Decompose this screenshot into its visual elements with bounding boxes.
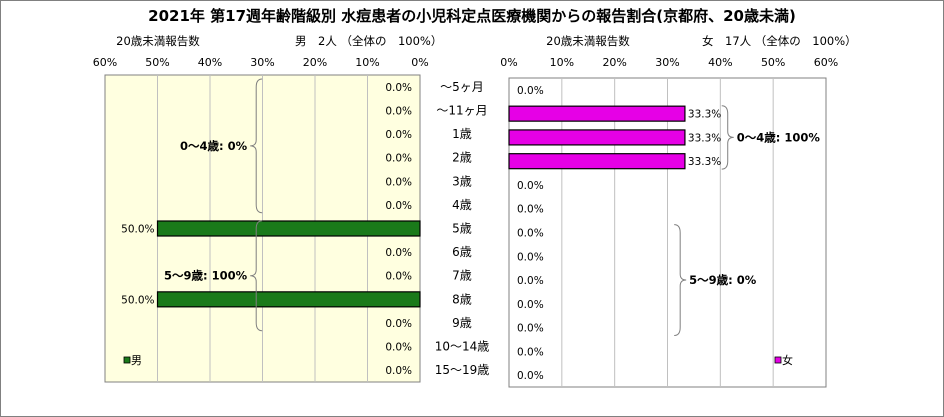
female-bar-label: 0.0% [517,346,544,358]
age-category-label: 9歳 [452,316,472,330]
male-tick-label: 40% [198,56,222,69]
age-category-label: 15～19歳 [435,363,490,377]
male-subtitle-count: 20歳未満報告数 [116,34,200,48]
female-legend-label: 女 [782,353,793,367]
male-bar-label: 0.0% [385,200,412,212]
male-bar [156,220,421,237]
female-bar-label: 0.0% [517,251,544,263]
female-bar [508,105,686,122]
age-category-label: 6歳 [452,245,472,259]
age-category-labels: ～5ヶ月 ～11ヶ月 1歳 2歳 3歳 4歳 5歳 6歳 7歳 8歳 9歳 10～14歳 15～19歳 [435,80,490,377]
female-legend-swatch [774,356,782,364]
female-panel: 0% 10% 20% 30% 40% 50% 60% 0.0% 33.3% 33.3% 33.3% 0… [500,56,838,388]
age-category-label: 8歳 [452,292,472,306]
female-bar-label: 33.3% [688,109,721,121]
male-bar-label: 50.0% [121,224,154,236]
female-bar-label: 0.0% [517,323,544,335]
age-category-label: ～5ヶ月 [440,80,484,94]
female-group-label: 0～4歳: 100% [737,130,821,144]
male-tick-label: 20% [303,56,327,69]
female-bar [508,153,686,170]
female-group-bracket [721,105,734,170]
chart-title: 2021年 第17週年齢階級別 水痘患者の小児科定点医療機関からの報告割合(京都… [148,7,796,25]
age-category-label: ～11ヶ月 [436,103,487,117]
male-group-bracket [250,220,263,332]
male-subtitle-total: 男 2人 （全体の 100%） [295,34,442,48]
male-bar-label: 50.0% [121,294,154,306]
female-bar-label: 33.3% [688,132,721,144]
male-bar-label: 0.0% [385,271,412,283]
male-legend-label: 男 [131,354,142,367]
female-bar-label: 0.0% [517,204,544,216]
male-bar-label: 0.0% [385,365,412,377]
female-bar-label: 33.3% [688,156,721,168]
male-bar-label: 0.0% [385,342,412,354]
female-tick-label: 60% [814,56,838,69]
age-category-label: 2歳 [452,151,472,165]
female-bar-label: 0.0% [517,370,544,382]
female-group-label: 5～9歳: 0% [689,273,757,287]
female-tick-label: 50% [761,56,785,69]
female-tick-label: 30% [655,56,679,69]
male-group-label: 0～4歳: 0% [180,139,248,153]
male-bar-label: 0.0% [385,247,412,259]
age-category-label: 4歳 [452,198,472,212]
female-bar-label: 0.0% [517,275,544,287]
male-bar-label: 0.0% [385,318,412,330]
age-category-label: 7歳 [452,269,472,283]
female-bar [508,129,686,146]
female-tick-label: 10% [550,56,574,69]
male-tick-label: 30% [250,56,274,69]
female-group-bracket [674,224,687,336]
age-category-label: 10～14歳 [435,340,490,354]
male-tick-label: 10% [355,56,379,69]
male-group-label: 5～9歳: 100% [164,269,248,283]
female-subtitle-count: 20歳未満報告数 [546,34,630,48]
female-bar-label: 0.0% [517,85,544,97]
male-tick-label: 60% [93,56,117,69]
male-legend-swatch [123,356,131,364]
female-bar-label: 0.0% [517,180,544,192]
age-category-label: 5歳 [452,222,472,236]
male-tick-label: 50% [145,56,169,69]
female-subtitle-total: 女 17人 （全体の 100%） [702,34,857,48]
age-category-label: 3歳 [452,174,472,188]
female-bar-label: 0.0% [517,228,544,240]
male-bar-label: 0.0% [385,153,412,165]
male-bar-label: 0.0% [385,82,412,94]
male-bar-label: 0.0% [385,176,412,188]
male-bar-label: 0.0% [385,129,412,141]
female-tick-label: 0% [500,56,517,69]
male-bar [156,291,421,308]
male-panel: 60% 50% 40% 30% 20% 10% 0% 0.0% 0.0% 0.0% 0.0% 0.0%… [93,56,429,383]
male-bar-label: 0.0% [385,105,412,117]
female-bar-label: 0.0% [517,299,544,311]
female-tick-label: 20% [602,56,626,69]
male-tick-label: 0% [411,56,428,69]
age-category-label: 1歳 [452,127,472,141]
female-tick-label: 40% [708,56,732,69]
